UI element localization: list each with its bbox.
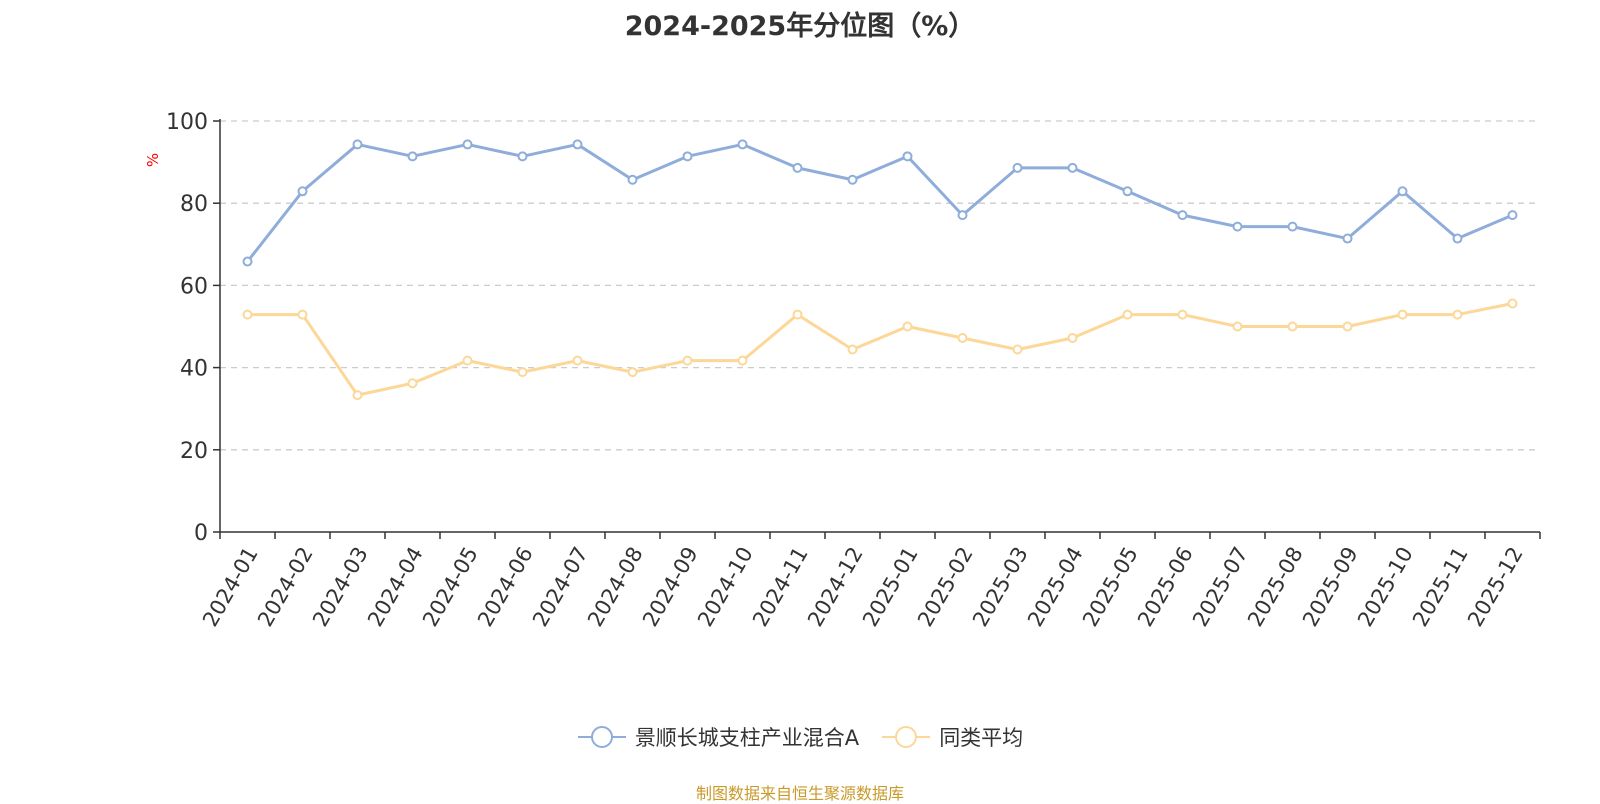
data-point xyxy=(1122,309,1133,320)
y-axis-unit-label: % xyxy=(144,153,162,167)
data-point xyxy=(1397,186,1408,197)
data-point xyxy=(1287,221,1298,232)
data-point xyxy=(737,355,748,366)
legend-item[interactable]: 同类平均 xyxy=(881,722,1023,752)
legend-swatch xyxy=(577,726,626,748)
data-point xyxy=(1287,321,1298,332)
data-point xyxy=(517,151,528,162)
data-point xyxy=(847,344,858,355)
data-point xyxy=(627,174,638,185)
data-point xyxy=(352,390,363,401)
data-point xyxy=(1452,309,1463,320)
data-point xyxy=(1507,210,1518,221)
data-point xyxy=(242,309,253,320)
y-tick-label: 0 xyxy=(194,521,208,546)
data-point xyxy=(847,174,858,185)
legend-swatch xyxy=(882,726,931,748)
data-point xyxy=(297,186,308,197)
data-point xyxy=(352,139,363,150)
data-point xyxy=(682,355,693,366)
grid-lines xyxy=(220,120,1540,451)
data-point xyxy=(1177,210,1188,221)
data-point xyxy=(407,151,418,162)
data-point xyxy=(1342,321,1353,332)
legend-label: 同类平均 xyxy=(939,726,1024,750)
data-point xyxy=(1232,221,1243,232)
legend-item[interactable]: 景顺长城支柱产业混合A xyxy=(577,722,859,752)
data-point xyxy=(1507,298,1518,309)
legend: 景顺长城支柱产业混合A 同类平均 xyxy=(0,722,1600,752)
x-tick-label: 2025-12 xyxy=(1463,543,1528,631)
series-line xyxy=(247,302,1513,397)
series-lines xyxy=(242,139,1518,401)
data-point xyxy=(1067,333,1078,344)
data-point xyxy=(407,378,418,389)
data-point xyxy=(737,139,748,150)
chart-title: 2024-2025年分位图（%） xyxy=(624,11,976,42)
data-point xyxy=(1452,233,1463,244)
data-point xyxy=(572,139,583,150)
legend-label: 景顺长城支柱产业混合A xyxy=(634,726,860,750)
data-point xyxy=(1012,344,1023,355)
data-point xyxy=(462,355,473,366)
axes: 0204060801002024-012024-022024-032024-04… xyxy=(166,110,1541,631)
series-line xyxy=(246,142,1514,263)
y-tick-label: 100 xyxy=(166,110,208,135)
data-point xyxy=(627,367,638,378)
data-point xyxy=(1012,162,1023,173)
y-tick-label: 60 xyxy=(180,274,208,299)
data-point xyxy=(1342,233,1353,244)
data-point xyxy=(297,309,308,320)
series-0 xyxy=(242,139,1518,267)
data-point xyxy=(1232,321,1243,332)
data-point xyxy=(957,333,968,344)
data-point xyxy=(517,367,528,378)
data-point xyxy=(682,151,693,162)
y-tick-label: 20 xyxy=(180,439,208,464)
data-point xyxy=(1177,309,1188,320)
data-point xyxy=(902,321,913,332)
data-point xyxy=(572,355,583,366)
y-tick-label: 80 xyxy=(180,192,208,217)
data-point xyxy=(792,309,803,320)
data-point xyxy=(902,151,913,162)
y-tick-label: 40 xyxy=(180,357,208,382)
data-point xyxy=(792,162,803,173)
data-point xyxy=(1067,162,1078,173)
data-point xyxy=(1122,186,1133,197)
data-point xyxy=(957,210,968,221)
data-point xyxy=(462,139,473,150)
series-1 xyxy=(242,298,1518,401)
source-note: 制图数据来自恒生聚源数据库 xyxy=(695,784,904,803)
data-point xyxy=(1397,309,1408,320)
data-point xyxy=(242,256,253,267)
